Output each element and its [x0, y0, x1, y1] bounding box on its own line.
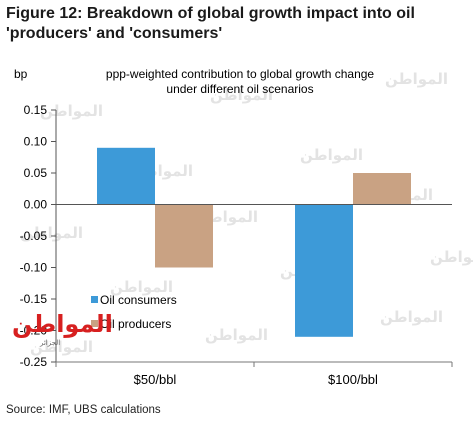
- watermark-text: المواطن: [210, 86, 273, 104]
- watermark-text: المواطن: [380, 308, 443, 326]
- legend-label: Oil consumers: [100, 293, 177, 307]
- chart-title-line-2: under different oil scenarios: [166, 82, 313, 96]
- x-tick-label: $50/bbl: [134, 372, 177, 387]
- watermark-text: المواطن: [110, 278, 173, 296]
- watermark-text: المواطن: [385, 70, 448, 88]
- legend-swatch: [91, 320, 98, 327]
- watermark-text: المواطن: [205, 326, 268, 344]
- axes: [55, 110, 453, 367]
- watermark-text: المواطن: [300, 146, 363, 164]
- y-tick-label: 0.15: [24, 103, 48, 117]
- y-tick-label: 0.00: [24, 198, 48, 212]
- y-axis-unit-label: bp: [14, 67, 28, 81]
- watermark-text: المواطن: [20, 224, 83, 242]
- legend: Oil consumers Oil producers: [91, 293, 177, 331]
- legend-label: Oil producers: [100, 317, 171, 331]
- y-tick-label: -0.05: [20, 229, 48, 243]
- y-tick-label: -0.20: [20, 324, 48, 338]
- watermark-text: المواطن: [40, 102, 103, 120]
- y-tick-label: -0.15: [20, 292, 48, 306]
- bar-oil-producers: [155, 204, 213, 268]
- logo-subtext: الجزائر: [39, 340, 60, 347]
- bar-oil-consumers: [295, 204, 353, 337]
- x-axis-labels: $50/bbl $100/bbl: [134, 372, 378, 387]
- x-tick-label: $100/bbl: [328, 372, 378, 387]
- bar-oil-consumers: [97, 147, 155, 205]
- logo-text: المواطن: [12, 310, 113, 338]
- y-tick-label: 0.10: [24, 135, 48, 149]
- y-tick-label: -0.10: [20, 261, 48, 275]
- watermark-text: المواطن: [430, 248, 473, 266]
- bar-chart: المواطنالمواطنالمواطنالمواطنالمواطنالموا…: [12, 67, 473, 387]
- chart-title-line-1: ppp-weighted contribution to global grow…: [106, 67, 375, 81]
- y-tick-label: -0.25: [20, 355, 48, 369]
- watermark-text: المواطن: [30, 338, 93, 356]
- bar-oil-producers: [353, 173, 411, 205]
- y-tick-label: 0.05: [24, 166, 48, 180]
- y-axis-ticks: 0.15 0.10 0.05 0.00 -0.05 -0.10 -0.15 -0.20 -0.2…: [20, 103, 56, 369]
- bar-series: [97, 147, 411, 337]
- legend-swatch: [91, 296, 98, 303]
- source-note: Source: IMF, UBS calculations: [6, 404, 161, 416]
- figure-title: Figure 12: Breakdown of global growth im…: [6, 5, 415, 42]
- site-logo: المواطن الجزائر: [12, 310, 113, 347]
